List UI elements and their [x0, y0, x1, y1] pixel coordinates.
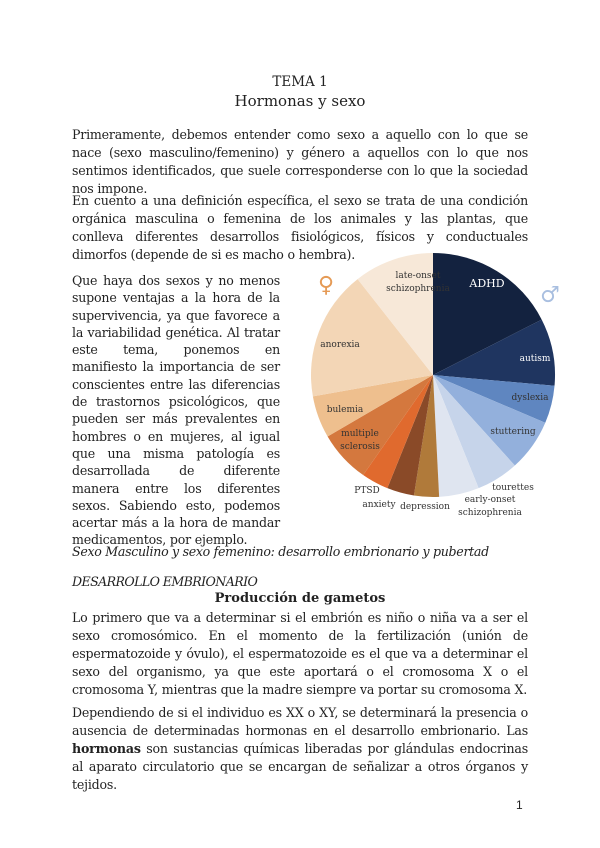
pie-chart: ADHD autism dyslexia stuttering tourettes ear…	[311, 253, 560, 518]
pie-label: ADHD	[468, 277, 504, 290]
pie-label: early-onset schizophrenia	[458, 495, 522, 518]
pie-slice-early-onset-schizophrenia	[433, 375, 479, 497]
pie-slice-depression	[413, 375, 440, 497]
paragraph-intro: Primeramente, debemos entender como sexo…	[72, 127, 528, 196]
pie-slice-late-onset-schizophrenia	[357, 253, 433, 375]
bold-term: hormonas	[72, 741, 141, 756]
pie-slice-adhd	[433, 253, 542, 375]
pie-label: dyslexia	[512, 393, 550, 403]
pie-label: PTSD	[354, 486, 379, 496]
pie-label: anxiety	[362, 500, 396, 510]
pie-label: stuttering	[490, 427, 536, 437]
section-heading: Sexo Masculino y sexo femenino: desarrol…	[72, 544, 489, 559]
text: son sustancias químicas liberadas por gl…	[72, 741, 528, 792]
paragraph-definition: En cuento a una definición específica, e…	[72, 193, 528, 262]
pie-label: late-onset schizophrenia	[386, 271, 450, 294]
centered-title: Producción de gametos	[214, 591, 386, 606]
section-subheading: DESARROLLO EMBRIONARIO	[72, 574, 258, 589]
paragraph-gametes: Lo primero que va a determinar si el emb…	[72, 610, 528, 697]
text: Dependiendo de si el individuo es XX o X…	[72, 705, 528, 738]
female-symbol-icon: ♀	[318, 273, 334, 298]
pie-slice-autism	[433, 319, 555, 386]
pie-slice-multiple-sclerosis	[327, 375, 433, 476]
pie-slice-dyslexia	[433, 375, 555, 423]
pie-slice-anorexia	[311, 279, 433, 397]
pie-slice-ptsd	[363, 375, 433, 489]
male-symbol-icon: ♂	[540, 283, 560, 308]
pie-slice-tourettes	[433, 375, 515, 489]
paragraph-hormones: Dependiendo de si el individuo es XX o X…	[72, 704, 528, 794]
pie-label: bulemia	[327, 405, 364, 415]
pie-slice-anxiety	[387, 375, 433, 496]
pie-label: multiple sclerosis	[340, 429, 380, 452]
tema-label: TEMA 1	[272, 74, 328, 90]
pie-slice-stuttering	[433, 375, 546, 466]
pie-label: depression	[400, 502, 450, 512]
page-title: Hormonas y sexo	[234, 92, 366, 110]
page-number: 1	[516, 798, 523, 812]
paragraph-disorders: Que haya dos sexos y no menos supone ven…	[72, 273, 280, 548]
pie-label: autism	[520, 354, 551, 364]
pie-slice-bulemia	[312, 375, 433, 437]
pie-label: anorexia	[320, 340, 360, 350]
pie-label: tourettes	[492, 483, 534, 493]
